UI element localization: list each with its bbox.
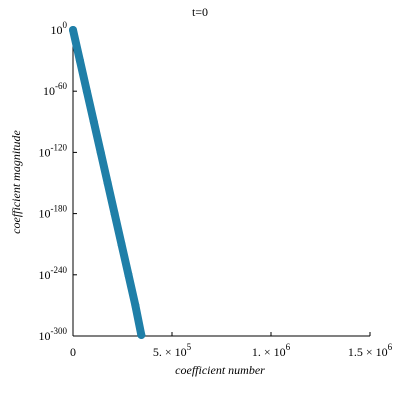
y-tick-exponent: 0 <box>63 20 68 30</box>
x-tick-exponent: 6 <box>286 342 291 352</box>
x-tick-label: 5. × 105 <box>153 342 192 359</box>
y-tick-label: 10-300 <box>39 326 68 343</box>
data-point <box>110 209 119 218</box>
data-point <box>103 179 112 187</box>
x-tick-exponent: 6 <box>388 342 393 352</box>
chart-title: t=0 <box>192 5 208 19</box>
y-tick-label: 100 <box>51 20 68 37</box>
data-points <box>69 26 146 339</box>
x-tick-label: 1. × 106 <box>252 342 291 359</box>
y-tick-exponent: -300 <box>51 326 68 336</box>
y-tick-base: 10 <box>43 84 55 98</box>
y-tick-base: 10 <box>51 23 63 37</box>
x-tick-exponent: 5 <box>187 342 192 352</box>
data-point <box>75 56 84 65</box>
x-tick-mantissa: 0 <box>70 345 76 359</box>
x-tick-label: 1.5 × 106 <box>348 342 393 359</box>
y-tick-base: 10 <box>39 329 51 343</box>
data-point <box>89 117 98 126</box>
y-tick-exponent: -60 <box>55 81 67 91</box>
x-ticks: 0 5. × 105 1. × 106 1.5 × 106 <box>70 332 393 359</box>
data-point <box>124 270 133 279</box>
data-point <box>69 26 77 34</box>
y-tick-label: 10-240 <box>39 265 68 282</box>
data-point <box>137 330 146 339</box>
data-point <box>96 148 105 157</box>
data-point <box>131 301 140 310</box>
x-tick-mantissa: 1. × 10 <box>252 345 286 359</box>
y-axis-title: coefficient magnitude <box>9 130 23 234</box>
x-axis-title: coefficient number <box>175 363 265 377</box>
y-tick-exponent: -120 <box>51 142 68 152</box>
data-point <box>117 240 126 249</box>
x-tick-mantissa: 5. × 10 <box>153 345 187 359</box>
y-tick-exponent: -180 <box>51 204 68 214</box>
y-tick-label: 10-180 <box>39 204 68 221</box>
data-point <box>82 87 91 96</box>
y-tick-base: 10 <box>39 145 51 159</box>
x-tick-label: 0 <box>70 345 76 359</box>
y-tick-exponent: -240 <box>51 265 68 275</box>
y-tick-base: 10 <box>39 268 51 282</box>
y-tick-base: 10 <box>39 207 51 221</box>
y-tick-label: 10-120 <box>39 142 68 159</box>
y-tick-label: 10-60 <box>43 81 67 98</box>
x-tick-mantissa: 1.5 × 10 <box>348 345 388 359</box>
